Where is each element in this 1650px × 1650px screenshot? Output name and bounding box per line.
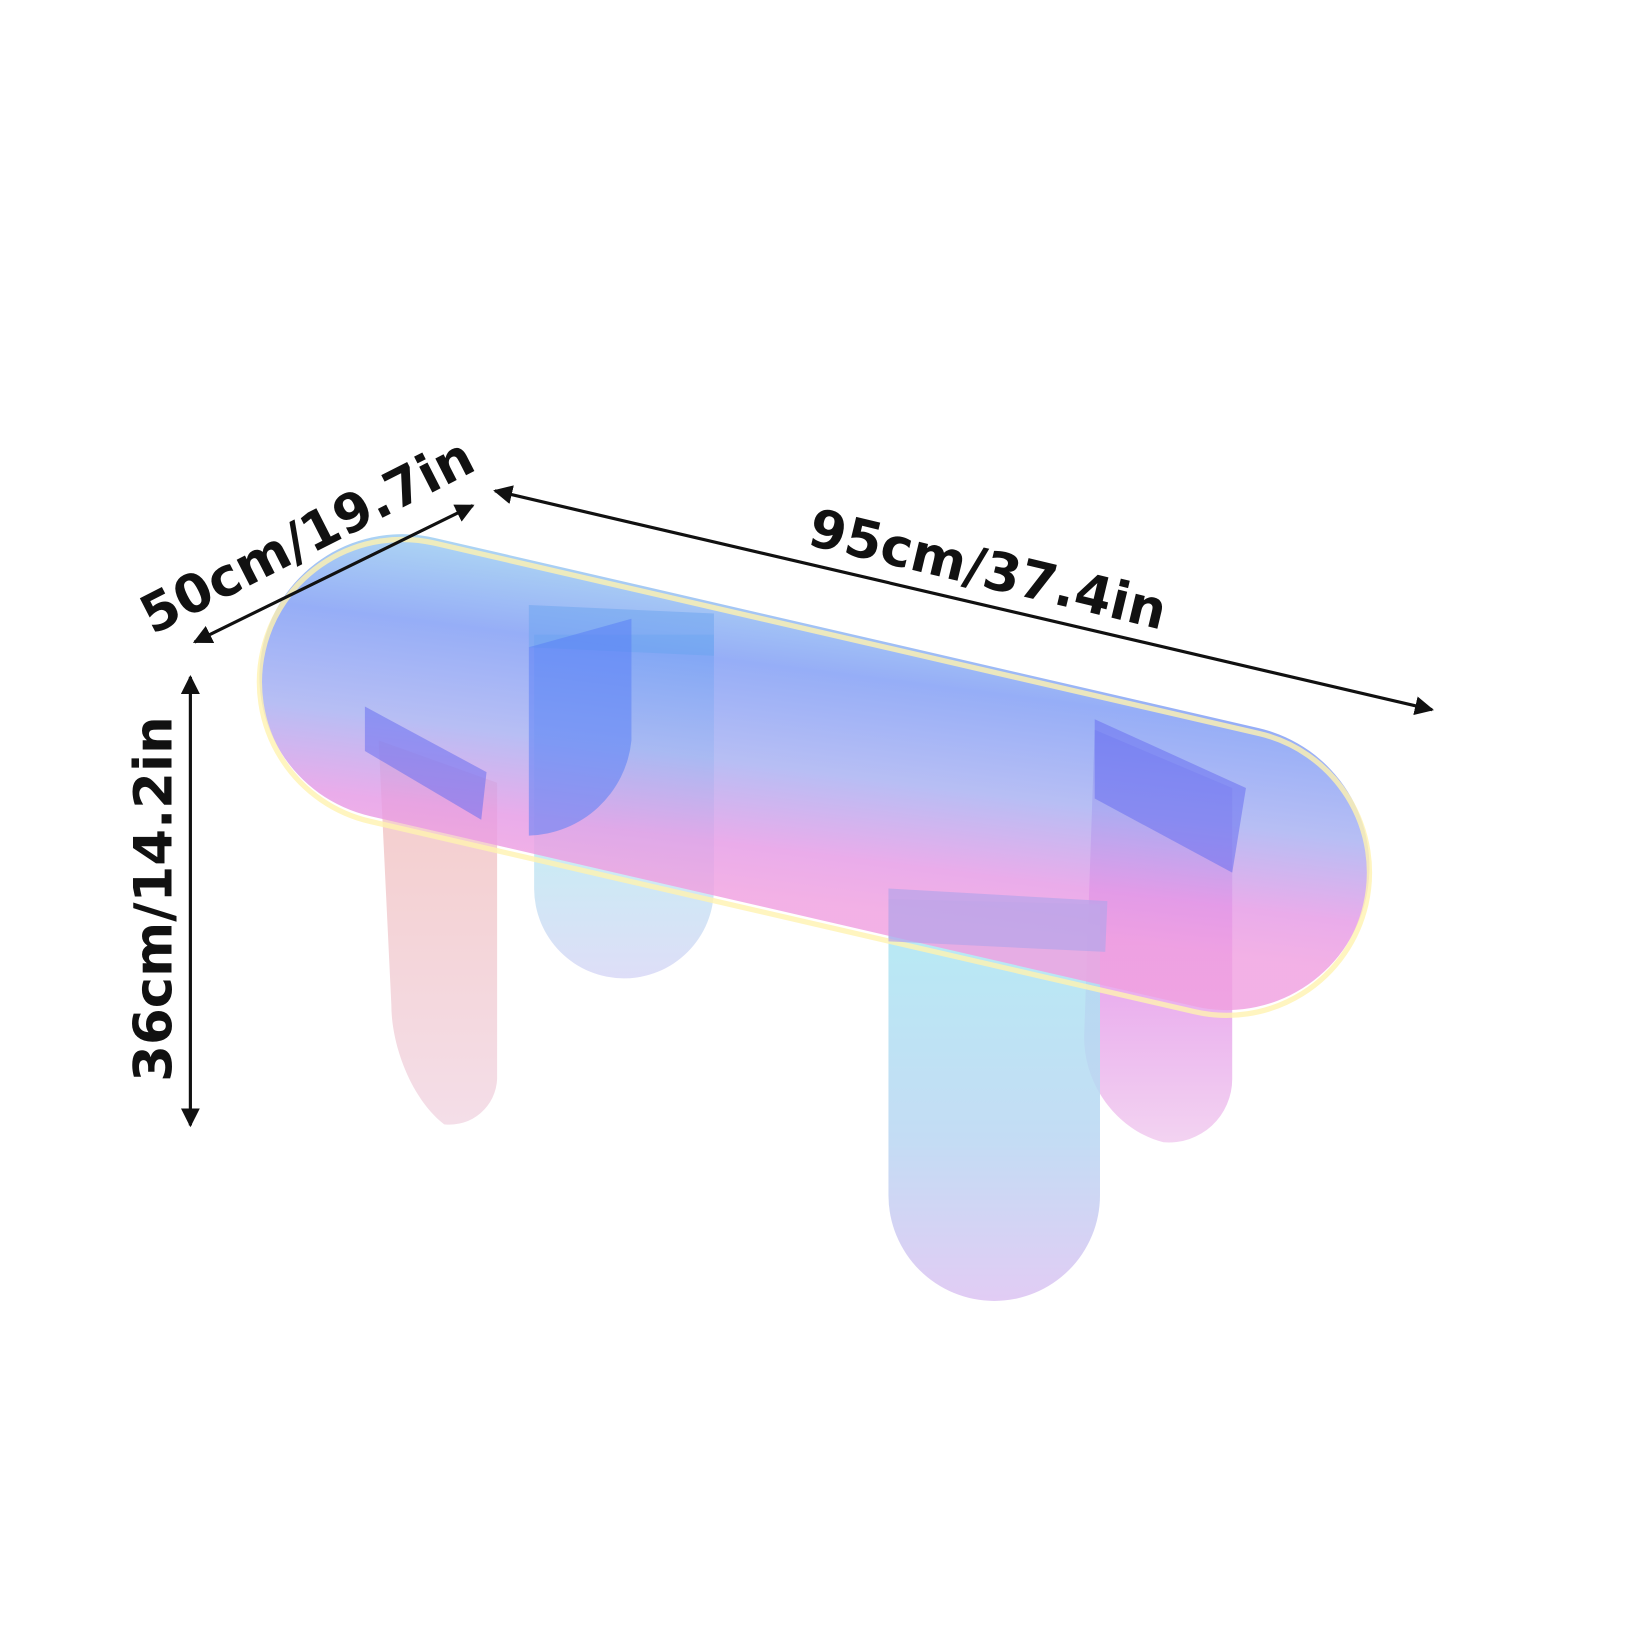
height-label: 36cm/14.2in xyxy=(123,716,184,1082)
bracket-front-right xyxy=(888,888,1108,952)
bracket-back-right xyxy=(1094,719,1246,873)
length-arrow xyxy=(493,485,1434,716)
bracket-front-left xyxy=(364,706,487,820)
width-arrow xyxy=(192,504,475,644)
length-label: 95cm/37.4in xyxy=(803,498,1173,643)
leg-front-right xyxy=(888,899,1100,1301)
